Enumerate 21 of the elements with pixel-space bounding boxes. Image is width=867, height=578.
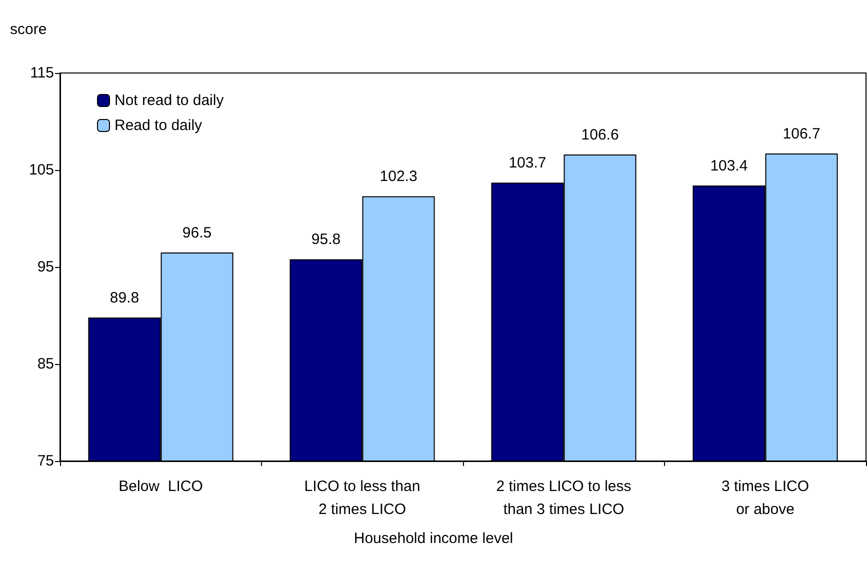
y-axis-title: score: [10, 21, 47, 38]
y-tick-label: 95: [37, 258, 54, 276]
legend-label: Not read to daily: [114, 92, 224, 109]
y-tick-label: 115: [30, 64, 54, 82]
data-label: 89.8: [110, 289, 140, 306]
x-tick-label: Below LICO: [118, 478, 203, 495]
y-tick-label: 75: [37, 452, 54, 470]
data-label: 102.3: [380, 168, 418, 186]
data-label: 96.5: [182, 224, 212, 242]
data-label: 106.6: [581, 126, 619, 144]
x-tick-label: 3 times LICO or above: [721, 478, 810, 518]
x-tick-label: 2 times LICO to less than 3 times LICO: [496, 478, 632, 518]
y-tick-label: 85: [37, 356, 54, 372]
data-label: 103.7: [508, 154, 546, 172]
y-tick-label: 105: [28, 162, 54, 178]
data-label: 95.8: [311, 231, 341, 248]
x-tick-label: LICO to less than 2 times LICO: [304, 478, 420, 518]
data-label: 103.4: [710, 158, 748, 175]
x-axis-title: Household income level: [354, 530, 514, 547]
legend-label: Read to daily: [114, 117, 203, 134]
data-label: 106.7: [782, 126, 820, 143]
